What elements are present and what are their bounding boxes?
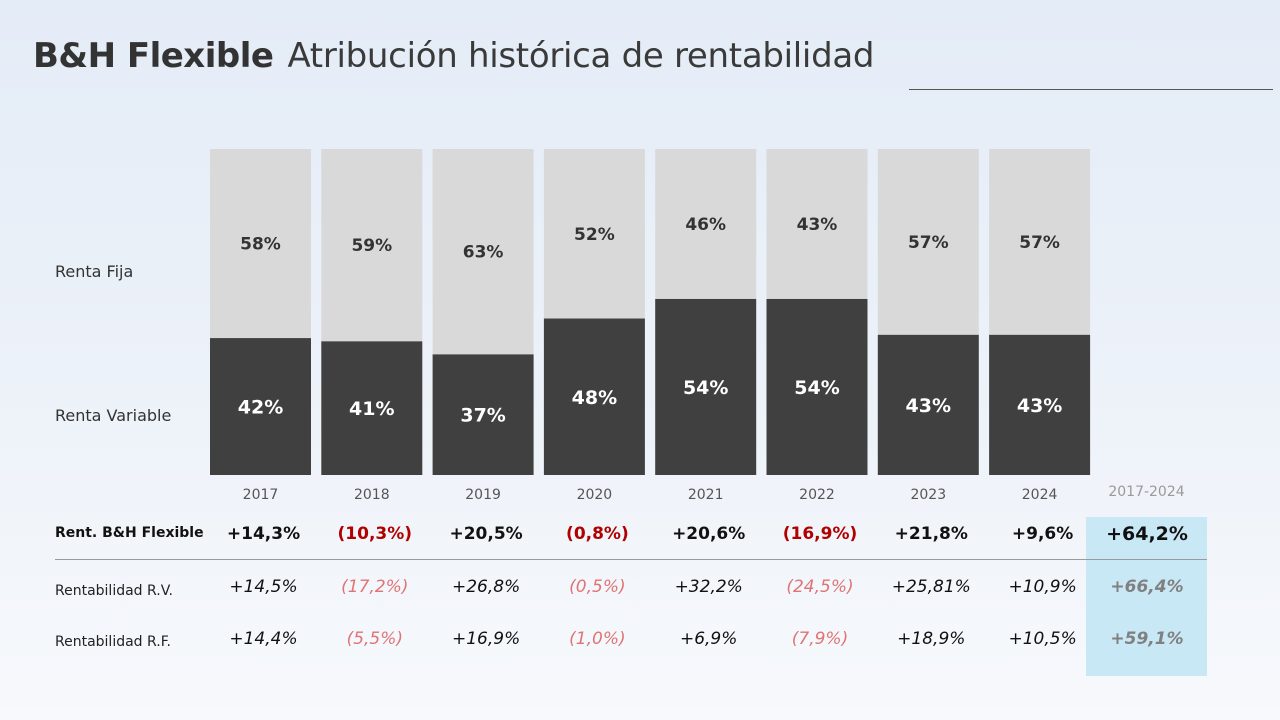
label-renta-variable-2020: 48% [572,387,617,409]
page-title-fund: B&H Flexible [33,36,274,76]
page-title: B&H Flexible Atribución histórica de rent… [33,36,874,76]
total-rent-rv: +66,4% [1110,577,1184,597]
total-rent-rf: +59,1% [1110,629,1184,649]
year-label-2019: 2019 [465,487,501,503]
bar-renta-variable-2017 [210,338,311,475]
cell-rent-rf-2017: +14,4% [229,629,298,649]
label-renta-fija-2018: 59% [351,236,392,256]
cell-rent-main-2023: +21,8% [894,524,968,544]
cell-rent-main-2024: +9,6% [1011,524,1074,544]
row-label-rent-main: Rent. B&H Flexible [55,525,204,541]
legend-renta-fija: Renta Fija [55,262,134,281]
bar-renta-variable-2018 [321,341,423,475]
label-renta-variable-2018: 41% [349,398,394,420]
cell-rent-main-2018: (10,3%) [337,524,413,544]
label-renta-fija-2024: 57% [1019,233,1060,253]
cell-rent-main-2022: (16,9%) [782,524,858,544]
cell-rent-main-2019: +20,5% [449,524,523,544]
bar-renta-fija-2024 [989,149,1091,335]
bar-renta-variable-2022 [766,298,868,475]
bar-renta-variable-2021 [655,298,757,475]
year-label-2021: 2021 [687,487,724,503]
row-label-rent-rf: Rentabilidad R.F. [55,634,171,650]
cell-rent-main-2020: (0,8%) [566,524,629,544]
label-renta-fija-2019: 63% [463,243,504,263]
cell-rent-main-2021: +20,6% [672,524,746,544]
bar-renta-variable-2024 [989,334,1091,475]
label-renta-variable-2017: 42% [238,397,283,419]
label-renta-variable-2022: 54% [794,377,839,399]
total-rent-main: +64,2% [1106,523,1188,545]
label-renta-fija-2023: 57% [908,233,949,253]
label-renta-fija-2020: 52% [574,225,615,245]
cell-rent-rv-2017: +14,5% [229,577,298,597]
period-label: 2017-2024 [1108,484,1185,500]
table-divider [55,559,1207,560]
title-underline [909,89,1273,90]
cell-rent-rv-2022: (24,5%) [786,577,854,597]
bar-renta-variable-2019 [432,354,534,475]
year-label-2020: 2020 [576,487,613,503]
cell-rent-rf-2021: +6,9% [679,629,738,649]
bar-renta-fija-2019 [432,149,534,355]
legend-renta-variable: Renta Variable [55,406,172,425]
cell-rent-rv-2023: +25,81% [891,577,971,597]
cell-rent-rv-2021: +32,2% [674,577,743,597]
cell-rent-rf-2022: (7,9%) [791,629,849,649]
cell-rent-rf-2024: +10,5% [1008,629,1077,649]
row-label-rent-rv: Rentabilidad R.V. [55,583,173,599]
cell-rent-main-2017: +14,3% [226,524,301,544]
label-renta-fija-2022: 43% [797,215,838,235]
year-label-2023: 2023 [910,487,947,503]
bar-renta-variable-2020 [543,318,645,475]
label-renta-variable-2021: 54% [683,377,728,399]
cell-rent-rf-2019: +16,9% [451,629,521,649]
cell-rent-rv-2020: (0,5%) [569,577,626,597]
bar-renta-fija-2017 [210,149,311,339]
page-title-subtitle: Atribución histórica de rentabilidad [287,36,875,76]
year-label-2024: 2024 [1021,487,1058,503]
bar-renta-fija-2021 [655,149,757,299]
cell-rent-rf-2020: (1,0%) [569,629,626,649]
bar-renta-fija-2023 [877,149,979,335]
total-column-highlight [1086,517,1207,676]
bar-renta-variable-2023 [877,334,979,475]
label-renta-fija-2021: 46% [685,215,726,235]
label-renta-variable-2024: 43% [1017,395,1062,417]
label-renta-variable-2023: 43% [906,395,951,417]
bar-renta-fija-2018 [321,149,423,342]
cell-rent-rf-2018: (5,5%) [346,629,404,649]
year-label-2017: 2017 [242,487,279,503]
label-renta-variable-2019: 37% [460,405,505,427]
bar-renta-fija-2022 [766,149,868,299]
year-label-2022: 2022 [799,487,835,503]
cell-rent-rv-2018: (17,2%) [341,577,409,597]
cell-rent-rv-2024: +10,9% [1008,577,1077,597]
cell-rent-rv-2019: +26,8% [451,577,521,597]
year-label-2018: 2018 [353,487,390,503]
bar-renta-fija-2020 [543,149,645,319]
label-renta-fija-2017: 58% [240,235,281,255]
cell-rent-rf-2023: +18,9% [897,629,966,649]
